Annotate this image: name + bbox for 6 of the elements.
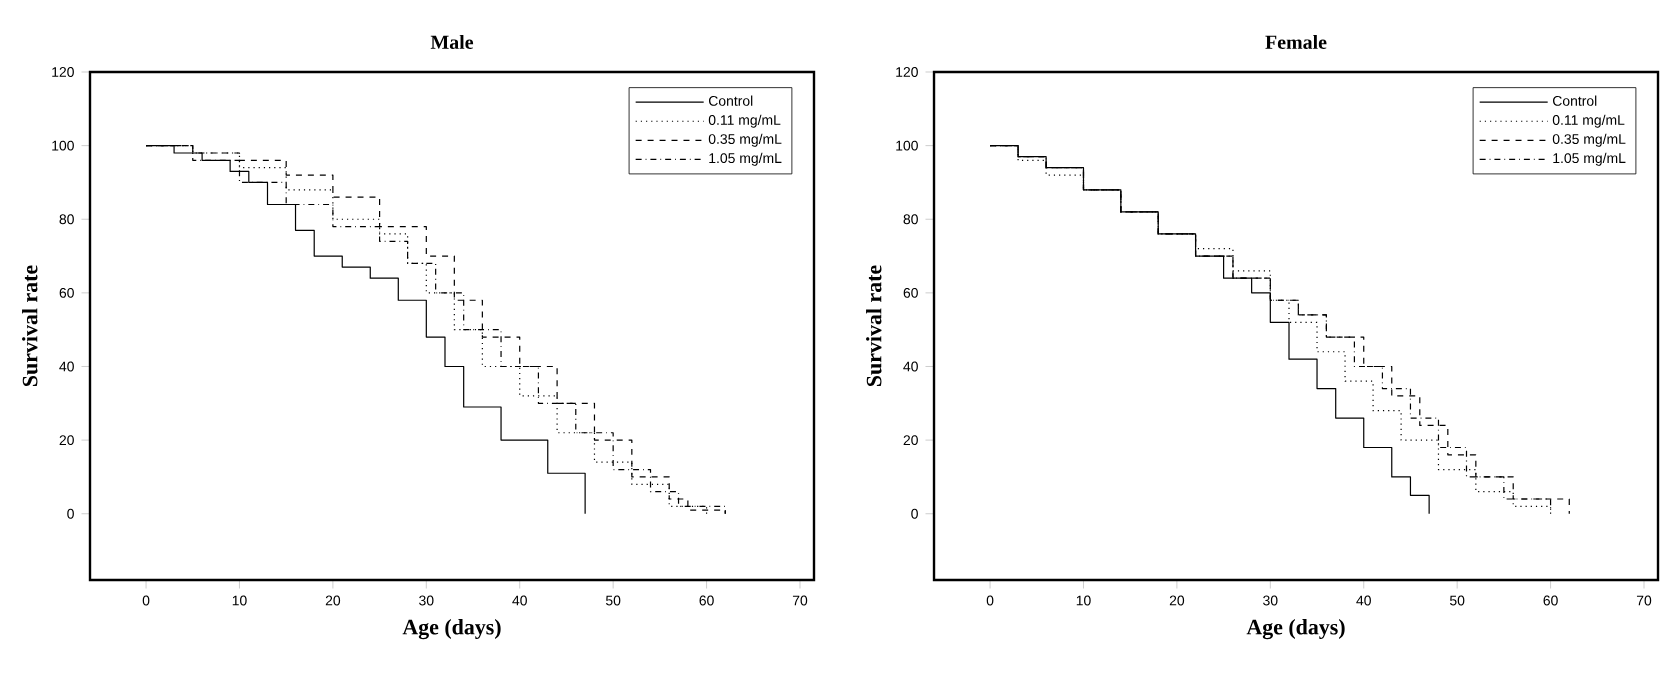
x-axis-title: Age (days) xyxy=(1246,619,1345,640)
chart-title: Female xyxy=(1265,34,1327,49)
chart-title: Male xyxy=(430,34,474,49)
x-axis-title: Age (days) xyxy=(402,619,501,640)
y-axis-title: Survival rate xyxy=(866,265,882,387)
y-axis-title: Survival rate xyxy=(22,265,38,387)
